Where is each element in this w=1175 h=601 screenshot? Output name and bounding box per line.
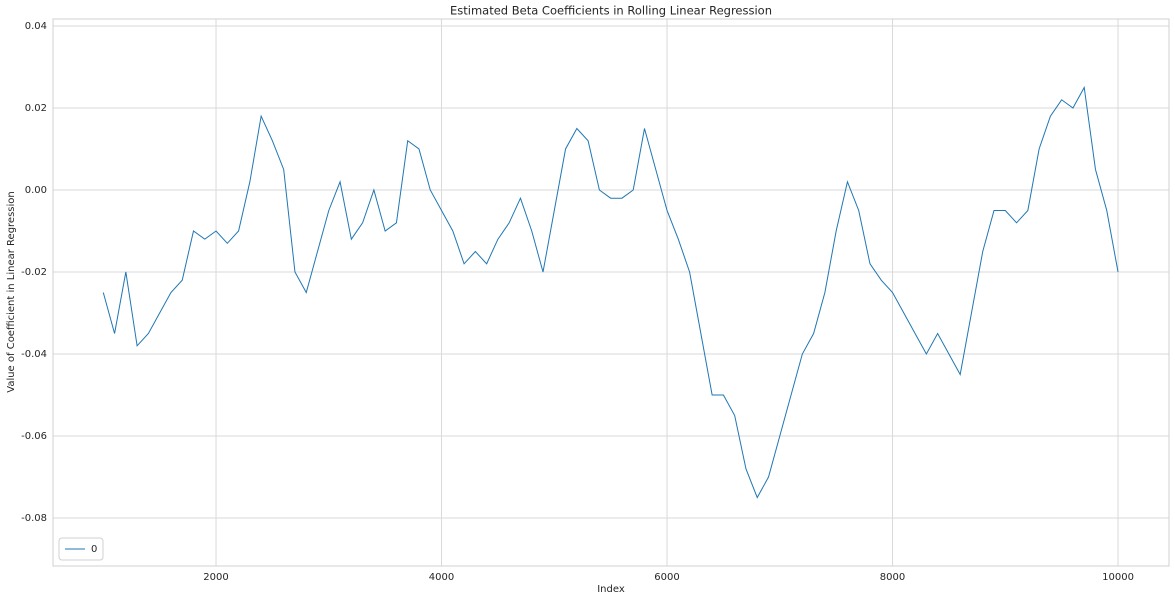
plot-border bbox=[52, 18, 1170, 567]
y-tick-label: 0.02 bbox=[25, 103, 47, 114]
x-tick-label: 10000 bbox=[1102, 572, 1134, 583]
y-axis-label: Value of Coefficient in Linear Regressio… bbox=[6, 191, 17, 393]
x-tick-label: 8000 bbox=[880, 572, 905, 583]
x-tick-label: 2000 bbox=[203, 572, 228, 583]
x-tick-label: 6000 bbox=[654, 572, 679, 583]
y-tick-label: -0.08 bbox=[21, 513, 47, 524]
chart-title: Estimated Beta Coefficients in Rolling L… bbox=[450, 4, 772, 18]
y-tick-label: -0.02 bbox=[21, 267, 47, 278]
legend-label: 0 bbox=[91, 544, 97, 555]
y-tick-label: 0.04 bbox=[25, 21, 47, 32]
y-tick-label: -0.04 bbox=[21, 349, 47, 360]
data-line bbox=[102, 85, 1119, 499]
x-tick-label: 4000 bbox=[429, 572, 454, 583]
x-axis-label: Index bbox=[597, 584, 625, 595]
y-tick-label: 0.00 bbox=[25, 185, 47, 196]
y-tick-label: -0.06 bbox=[21, 431, 47, 442]
